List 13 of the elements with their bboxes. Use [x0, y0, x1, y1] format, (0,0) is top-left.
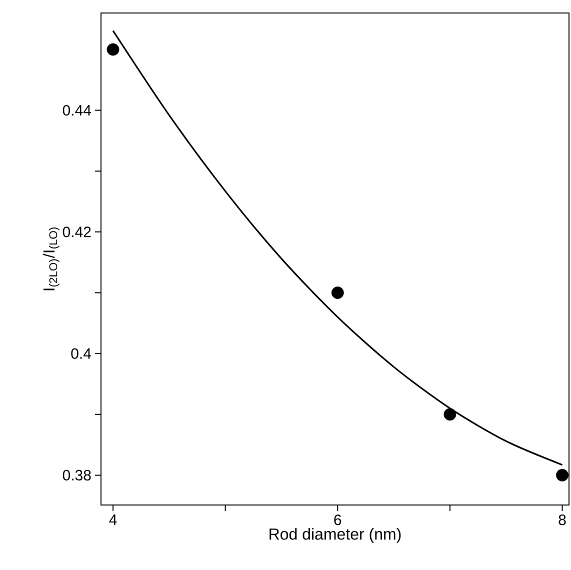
y-tick-label: 0.4: [71, 348, 92, 359]
point: [331, 286, 344, 299]
y-tick-label: 0.38: [62, 470, 91, 480]
point: [106, 43, 120, 56]
y-tick-label: 0.42: [62, 226, 91, 238]
point: [444, 408, 456, 421]
line-series: [112, 30, 564, 466]
y-tick-label: 0.44: [62, 104, 92, 116]
x-tick-label: 8: [558, 514, 566, 526]
y-axis-title: I$_{(2LO)}$/I$_{(LO)}$: [42, 228, 60, 290]
x-tick-label: 4: [109, 514, 117, 525]
x-tick-label: 6: [334, 514, 342, 526]
x-axis-title: Rod diameter (nm): [270, 528, 401, 543]
